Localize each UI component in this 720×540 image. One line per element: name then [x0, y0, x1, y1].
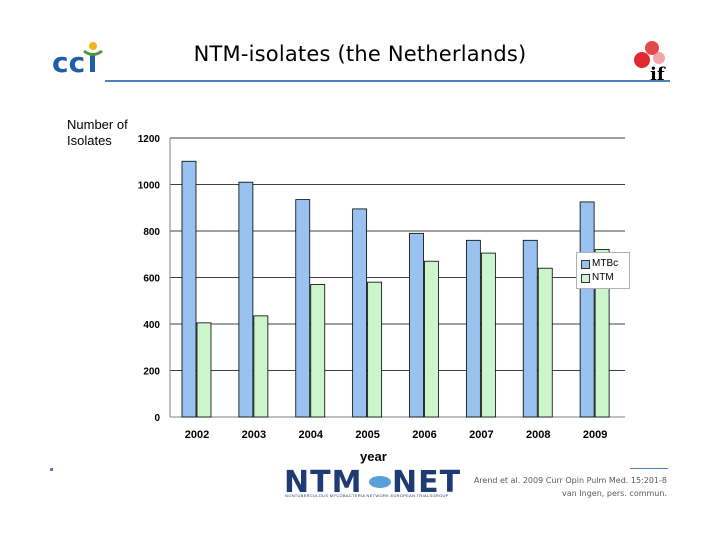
bar-ntm-2006: [424, 260, 439, 418]
x-tick-label-2009: 2009: [583, 429, 607, 441]
bar-ntm-2009: [594, 249, 610, 418]
bar-ntm-2007: [480, 252, 496, 418]
bar-mtbc-2008: [522, 239, 538, 418]
y-tick-label-1000: 1000: [138, 181, 161, 192]
legend-swatch-ntm: [581, 274, 590, 283]
reference-divider: [630, 468, 668, 469]
svg-text:if: if: [650, 64, 666, 84]
x-tick-label-2006: 2006: [412, 429, 436, 441]
reference-line-1: Arend et al. 2009 Curr Opin Pulm Med. 15…: [473, 476, 667, 485]
y-tick-label-200: 200: [143, 367, 160, 378]
title-divider: [105, 80, 670, 82]
y-tick-label-1200: 1200: [138, 134, 161, 145]
ntm-net-subtitle: NONTUBERCULOUS MYCOBACTERIA NETWORK EURO…: [285, 493, 449, 498]
ntm-net-logo: NTM NET: [284, 465, 461, 500]
x-tick-label-2007: 2007: [469, 429, 493, 441]
bar-ntm-2004: [310, 284, 326, 418]
y-axis-title-line1: Number of: [67, 117, 128, 132]
bar-ntm-2008: [537, 267, 553, 418]
y-tick-label-0: 0: [154, 413, 160, 424]
bar-mtbc-2005: [352, 208, 368, 418]
legend-label-ntm: NTM: [592, 272, 614, 283]
legend-swatch-mtbc: [581, 260, 590, 269]
x-tick-label-2005: 2005: [355, 429, 379, 441]
x-tick-label-2003: 2003: [242, 429, 266, 441]
x-tick-label-2008: 2008: [526, 429, 550, 441]
bar-mtbc-2002: [181, 160, 197, 418]
bar-mtbc-2003: [238, 181, 254, 418]
y-tick-label-800: 800: [143, 227, 160, 238]
svg-text:cc: cc: [52, 46, 85, 79]
bar-ntm-2005: [367, 281, 383, 418]
reference-line-2: van Ingen, pers. commun.: [562, 489, 667, 498]
y-axis-title-line2: Isolates: [67, 133, 112, 148]
y-tick-label-600: 600: [143, 274, 160, 285]
bar-mtbc-2009: [579, 201, 595, 418]
x-axis-title: year: [360, 449, 387, 464]
x-tick-label-2002: 2002: [185, 429, 209, 441]
chart-legend: MTBc NTM: [576, 252, 630, 289]
bar-chart: 0 200 400 600 800 1000 1200 2002 2003 2004 2005 200…: [138, 134, 625, 441]
reference-citation: Arend et al. 2009 Curr Opin Pulm Med. 15…: [474, 474, 667, 500]
bar-ntm-2003: [253, 315, 269, 418]
svg-text:NET: NET: [392, 465, 461, 500]
slide-marker: [50, 468, 53, 471]
y-axis-title: Number of Isolates: [67, 117, 128, 149]
cci-logo: cc: [52, 42, 103, 79]
bar-ntm-2002: [196, 322, 212, 418]
y-tick-label-400: 400: [143, 320, 160, 331]
legend-label-mtbc: MTBc: [592, 258, 619, 269]
if-logo: if: [634, 41, 666, 84]
x-tick-label-2004: 2004: [299, 429, 324, 441]
bar-mtbc-2006: [409, 232, 424, 418]
svg-text:NTM: NTM: [284, 465, 362, 500]
bar-mtbc-2004: [295, 199, 311, 418]
slide-title: NTM-isolates (the Netherlands): [193, 42, 527, 66]
bar-mtbc-2007: [465, 239, 481, 418]
